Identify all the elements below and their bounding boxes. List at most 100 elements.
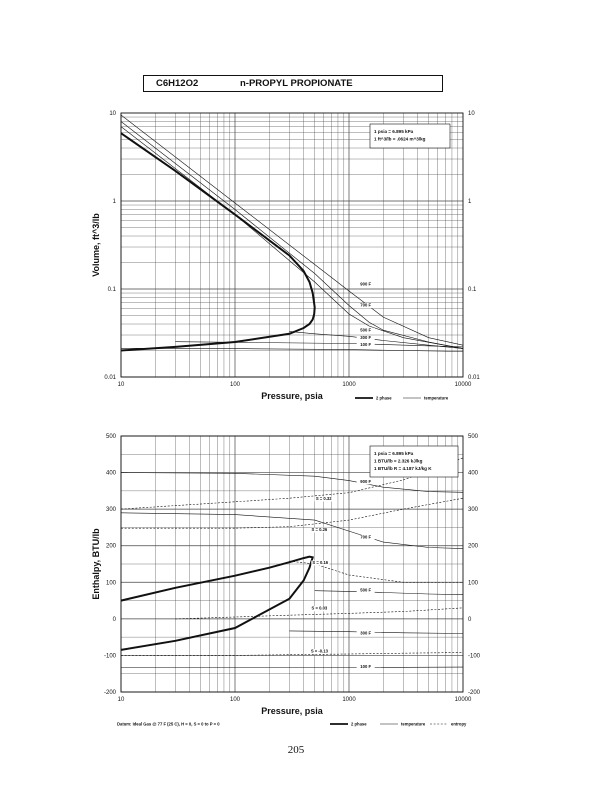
y-tick-label-left: 100 bbox=[106, 580, 117, 586]
legend-label: entropy bbox=[451, 722, 467, 727]
series-line-100-f bbox=[120, 348, 464, 352]
curve-label-bg bbox=[356, 664, 375, 670]
plot-frame bbox=[120, 112, 464, 378]
y-tick-label-left: 400 bbox=[106, 471, 117, 477]
curve-label: 500 F bbox=[360, 587, 371, 592]
y-tick-label-right: -100 bbox=[468, 653, 481, 659]
title-box: C6H12O2 n-PROPYL PROPIONATE bbox=[143, 75, 443, 92]
x-tick-label: 10000 bbox=[455, 382, 472, 388]
series-line-500-f bbox=[314, 590, 464, 595]
y-tick-label-left: 500 bbox=[106, 434, 117, 440]
y-tick-label-right: 100 bbox=[468, 580, 479, 586]
curve-label: 100 F bbox=[360, 342, 371, 347]
curve-label-bg bbox=[356, 631, 375, 637]
y-tick-label-left: 0 bbox=[113, 617, 117, 623]
curve-label: 900 F bbox=[360, 281, 371, 286]
series-line-700-f bbox=[120, 121, 464, 349]
curve-label: S = 0.32 bbox=[316, 496, 332, 501]
y-tick-label-right: 0.01 bbox=[468, 375, 480, 381]
y-tick-label-right: -200 bbox=[468, 690, 481, 696]
legend-label: temperature bbox=[401, 722, 426, 727]
legend-label: 2 phase bbox=[376, 396, 392, 401]
conversion-note-box bbox=[369, 445, 459, 478]
conversion-note: 1 BTU/lb = 2.326 kJ/kg bbox=[374, 459, 423, 464]
curve-label-bg bbox=[310, 649, 329, 655]
curve-label-bg bbox=[356, 342, 375, 348]
y-axis-label: Volume, ft^3/lb bbox=[91, 213, 101, 277]
curve-label: 300 F bbox=[360, 335, 371, 340]
y-tick-label-left: 0.01 bbox=[104, 375, 116, 381]
series-line-s-0-03 bbox=[175, 607, 464, 620]
curve-label: 500 F bbox=[360, 327, 371, 332]
series-line-temp bbox=[120, 126, 464, 349]
page-number: 205 bbox=[287, 744, 305, 756]
curve-label-bg bbox=[356, 534, 375, 540]
conversion-note: 1 BTU/lb R = 4.187 kJ/kg K bbox=[374, 466, 432, 471]
curve-label: S = 0.16 bbox=[312, 560, 328, 565]
curve-label-bg bbox=[314, 496, 333, 502]
legend-label: temperature bbox=[424, 396, 449, 401]
legend-label: 2 phase bbox=[351, 722, 367, 727]
y-tick-label-right: 400 bbox=[468, 471, 479, 477]
curve-label-bg bbox=[311, 560, 330, 566]
curve-label-bg bbox=[356, 327, 375, 333]
y-tick-label-right: 1 bbox=[468, 199, 472, 205]
y-tick-label-right: 10 bbox=[468, 111, 475, 117]
conversion-note: 1 psia = 6.895 kPa bbox=[374, 129, 414, 134]
compound-name: n-PROPYL PROPIONATE bbox=[240, 78, 353, 89]
y-axis-label: Enthalpy, BTU/lb bbox=[91, 528, 101, 600]
x-axis-label: Pressure, psia bbox=[261, 391, 324, 401]
y-tick-label-left: -100 bbox=[104, 653, 117, 659]
y-tick-label-right: 0 bbox=[468, 617, 472, 623]
series-line-s-0-26 bbox=[121, 497, 464, 529]
y-tick-label-right: 300 bbox=[468, 507, 479, 513]
y-tick-label-left: 10 bbox=[109, 111, 116, 117]
curve-label-bg bbox=[310, 606, 329, 612]
y-tick-label-right: 0.1 bbox=[468, 287, 477, 293]
x-tick-label: 1000 bbox=[342, 697, 356, 703]
series-line-300-f bbox=[289, 630, 464, 634]
curve-label: 700 F bbox=[360, 534, 371, 539]
y-tick-label-left: 1 bbox=[113, 199, 117, 205]
conversion-note-box bbox=[369, 123, 451, 149]
series-line-2-phase bbox=[120, 555, 314, 651]
y-tick-label-right: 200 bbox=[468, 544, 479, 550]
curve-label-bg bbox=[356, 479, 375, 485]
curve-label: 900 F bbox=[360, 479, 371, 484]
curve-label: S = -0.13 bbox=[311, 649, 329, 654]
series-line-2-phase bbox=[120, 132, 316, 352]
curve-label: 700 F bbox=[360, 303, 371, 308]
x-tick-label: 100 bbox=[230, 697, 241, 703]
y-tick-label-left: -200 bbox=[104, 690, 117, 696]
curve-label: S = 0.03 bbox=[312, 606, 328, 611]
curve-label-bg bbox=[356, 281, 375, 287]
series-line-s-0-32 bbox=[120, 457, 464, 510]
curve-label: 300 F bbox=[360, 631, 371, 636]
series-line-900-f bbox=[120, 114, 464, 346]
curve-label: 100 F bbox=[360, 664, 371, 669]
curve-label-bg bbox=[310, 527, 329, 533]
x-tick-label: 10000 bbox=[455, 697, 472, 703]
series-line-900-f bbox=[120, 472, 464, 493]
series-line-s-0-13 bbox=[121, 652, 464, 656]
datum-footnote: Datum: Ideal Gas @ 77 F (25 C), H = 0, S… bbox=[117, 722, 220, 727]
x-axis-label: Pressure, psia bbox=[261, 706, 324, 716]
curve-label-bg bbox=[356, 335, 375, 341]
series-line-300-f bbox=[175, 341, 464, 348]
x-tick-label: 100 bbox=[230, 382, 241, 388]
conversion-note: 1 psia = 6.895 kPa bbox=[374, 451, 414, 456]
y-tick-label-right: 500 bbox=[468, 434, 479, 440]
series-line-s-0-16 bbox=[289, 560, 463, 583]
curve-label-bg bbox=[356, 303, 375, 309]
curve-label: S = 0.26 bbox=[312, 527, 328, 532]
series-line-700-f bbox=[120, 512, 464, 549]
curve-label-bg bbox=[356, 587, 375, 593]
x-tick-label: 1000 bbox=[342, 382, 356, 388]
x-tick-label: 10 bbox=[118, 697, 125, 703]
y-tick-label-left: 300 bbox=[106, 507, 117, 513]
y-tick-label-left: 200 bbox=[106, 544, 117, 550]
conversion-note: 1 ft^3/lb = .0624 m^3/kg bbox=[374, 137, 426, 142]
